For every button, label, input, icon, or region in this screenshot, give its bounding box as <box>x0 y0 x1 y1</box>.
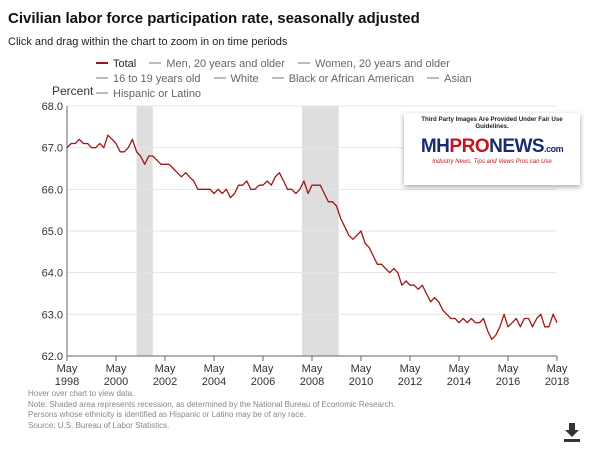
chart-notes: Hover over chart to view data. Note: Sha… <box>28 389 395 431</box>
legend-item-total[interactable]: Total <box>96 57 136 72</box>
legend-item-women[interactable]: Women, 20 years and older <box>298 57 450 72</box>
legend-swatch <box>213 77 226 80</box>
y-tick-label: 62.0 <box>42 351 63 363</box>
x-tick-year: 2014 <box>447 376 471 388</box>
watermark-note: Third Party Images Are Provided Under Fa… <box>421 116 563 130</box>
legend-swatch <box>298 62 311 65</box>
x-tick-year: 2008 <box>300 376 324 388</box>
x-tick-year: 2012 <box>398 376 422 388</box>
legend-item-asian[interactable]: Asian <box>427 72 472 87</box>
x-tick-month: May <box>302 363 323 375</box>
legend-swatch <box>427 77 440 80</box>
x-tick-year: 2000 <box>104 376 128 388</box>
y-tick-label: 66.0 <box>42 184 63 196</box>
legend-item-teens[interactable]: 16 to 19 years old <box>96 72 200 87</box>
chart-subtitle: Click and drag within the chart to zoom … <box>8 36 288 48</box>
x-tick-year: 2018 <box>545 376 569 388</box>
legend-item-men[interactable]: Men, 20 years and older <box>149 57 285 72</box>
legend-label: White <box>230 73 259 85</box>
note-line: Note: Shaded area represents recession, … <box>28 399 396 409</box>
legend-swatch <box>96 62 108 65</box>
legend: Total Men, 20 years and older Women, 20 … <box>96 57 496 102</box>
x-tick-month: May <box>449 363 470 375</box>
x-tick-month: May <box>155 363 176 375</box>
y-axis-label: Percent <box>52 84 94 98</box>
x-tick-month: May <box>400 363 421 375</box>
watermark-logo: Third Party Images Are Provided Under Fa… <box>404 113 580 185</box>
legend-label: Hispanic or Latino <box>113 88 202 100</box>
legend-label: Women, 20 years and older <box>315 58 450 70</box>
legend-swatch <box>96 77 108 80</box>
note-line: Hover over chart to view data. <box>28 389 135 398</box>
x-tick-month: May <box>253 363 274 375</box>
x-tick-year: 2006 <box>251 376 275 388</box>
legend-label: 16 to 19 years old <box>113 73 201 85</box>
x-tick-month: May <box>547 363 568 375</box>
y-tick-label: 68.0 <box>42 101 63 113</box>
legend-swatch <box>96 92 108 95</box>
watermark-tagline: Industry News, Tips and Views Pros can U… <box>432 159 552 165</box>
x-tick-month: May <box>351 363 372 375</box>
legend-item-hispanic[interactable]: Hispanic or Latino <box>96 87 201 102</box>
x-tick-year: 1998 <box>55 376 79 388</box>
x-tick-month: May <box>204 363 225 375</box>
download-icon[interactable] <box>560 420 584 444</box>
x-tick-year: 2016 <box>496 376 520 388</box>
series-line-total <box>66 134 558 340</box>
legend-item-black[interactable]: Black or African American <box>271 72 415 87</box>
y-tick-label: 67.0 <box>42 143 63 155</box>
x-tick-month: May <box>106 363 127 375</box>
legend-swatch <box>271 77 284 80</box>
y-tick-label: 64.0 <box>42 268 63 280</box>
legend-label: Total <box>113 58 137 70</box>
legend-label: Men, 20 years and older <box>166 58 285 70</box>
note-line: Source: U.S. Bureau of Labor Statistics. <box>28 420 170 430</box>
chart-title: Civilian labor force participation rate,… <box>8 10 420 27</box>
y-tick-label: 65.0 <box>42 226 63 238</box>
x-tick-year: 2004 <box>202 376 226 388</box>
legend-label: Black or African American <box>288 73 415 85</box>
legend-swatch <box>149 62 162 65</box>
note-line: Persons whose ethnicity is identified as… <box>28 410 306 419</box>
legend-item-white[interactable]: White <box>213 72 259 87</box>
legend-label: Asian <box>444 73 472 85</box>
x-tick-month: May <box>498 363 519 375</box>
mhpronews-logo: MHPRONEWS.com <box>420 136 564 157</box>
x-tick-year: 2002 <box>153 376 177 388</box>
x-tick-month: May <box>57 363 78 375</box>
y-tick-label: 63.0 <box>42 309 63 321</box>
x-tick-year: 2010 <box>349 376 373 388</box>
